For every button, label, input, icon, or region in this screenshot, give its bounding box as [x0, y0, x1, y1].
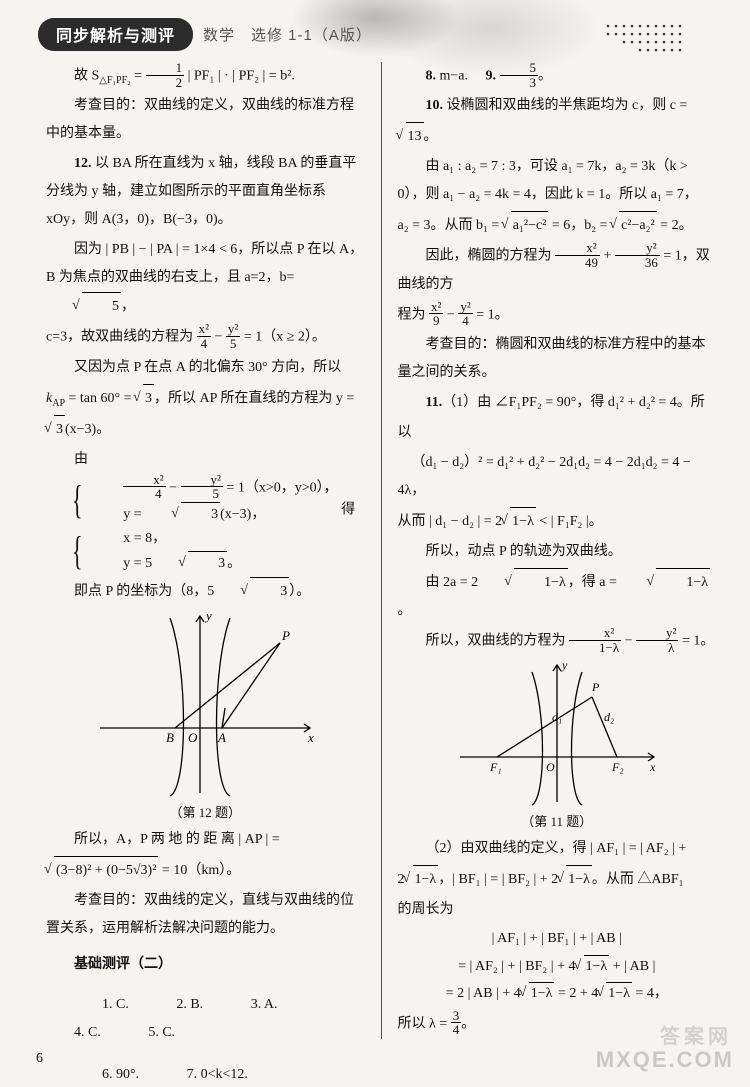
perimeter-2: = | AF₂ | + | BF₂ | + 41−λ + | AB |	[398, 955, 717, 978]
section-heading-basic-test-2: 基础测评（二）	[74, 949, 365, 977]
answers-row-2: 6. 90°. 7. 0<k<12.	[46, 1061, 365, 1087]
line-slope-ap2: 3(x−3)。	[46, 415, 365, 444]
right-track: 所以，动点 P 的轨迹为双曲线。	[398, 538, 717, 566]
columns: 故 S△F₁PF₂ = 12 | PF₁ | · | PF₂ | = b². 考…	[46, 62, 716, 1039]
left-column: 故 S△F₁PF₂ = 12 | PF₁ | · | PF₂ | = b². 考…	[46, 62, 381, 1039]
svg-text:y: y	[561, 658, 568, 672]
right-b1b2: a₂ = 3。从而 b₁ = a₁²−c² = 6，b₂ = c²−a₂² = …	[398, 211, 717, 240]
perimeter-1: | AF₁ | + | BF₁ | + | AB |	[398, 928, 717, 950]
right-a1a2-ratio: 由 a₁ : a₂ = 7 : 3，可设 a₁ = 7k，a₂ = 3k（k >…	[398, 153, 717, 209]
figure-12-plot: x y O A B P	[90, 608, 320, 798]
line-objective-1: 考查目的：双曲线的定义，双曲线的标准方程中的基本量。	[46, 92, 365, 148]
svg-text:P: P	[591, 680, 600, 694]
subject-text: 数学 选修 1-1（A版）	[203, 24, 372, 45]
line-objective-2: 考查目的：双曲线的定义，直线与双曲线的位置关系，运用解析法解决问题的能力。	[46, 887, 365, 943]
answers-row-1: 1. C. 2. B. 3. A. 4. C. 5. C.	[46, 991, 365, 1047]
figure-11-caption: （第 11 题）	[398, 809, 717, 835]
item-11-2b: 21−λ，| BF₁ | = | BF₂ | + 21−λ。从而 △ABF₁	[398, 865, 717, 894]
right-2a: 由 2a = 21−λ，得 a = 1−λ。	[398, 568, 717, 625]
svg-text:y: y	[204, 608, 212, 623]
perimeter-3: = 2 | AB | + 41−λ = 2 + 41−λ = 4，	[398, 982, 717, 1005]
svg-text:B: B	[166, 730, 174, 745]
page-number: 6	[36, 1051, 43, 1067]
right-column: 8. m−a. 9. 53。 10. 设椭圆和双曲线的半焦距均为 c，则 c =…	[381, 62, 717, 1039]
svg-text:x: x	[307, 730, 314, 745]
svg-text:O: O	[546, 760, 555, 774]
item-11-2c: 的周长为	[398, 896, 717, 924]
line-P-coord: 即点 P 的坐标为（8，53）。	[46, 577, 365, 606]
line-hyperbola-branch: 因为 | PB | − | PA | = 1×4 < 6，所以点 P 在以 A，…	[46, 236, 365, 321]
svg-text:d₂: d₂	[604, 710, 614, 724]
figure-12-caption: （第 12 题）	[46, 800, 365, 826]
item-10-b: 13。	[398, 122, 717, 151]
item-11-1: 11.（1）由 ∠F₁PF₂ = 90°，得 d₁² + d₂² = 4。所	[398, 389, 717, 417]
items-8-9: 8. m−a. 9. 53。	[398, 62, 717, 90]
right-mod-d: 从而 | d₁ − d₂ | = 21−λ < | F₁F₂ |。	[398, 507, 717, 536]
right-hyp-eqn-2: 所以，双曲线的方程为 x²1−λ − y²λ = 1。	[398, 627, 717, 655]
system-block: 由 { x²4 − y²5 = 1（x>0，y>0）， y = 3(x−3)，	[46, 446, 365, 576]
page-header: 同步解析与测评 数学 选修 1-1（A版）	[38, 14, 720, 54]
line-slope-ap: kAP = tan 60° = 3，所以 AP 所在直线的方程为 y =	[46, 384, 365, 413]
line-distance-AP: 所以，A，P 两 地 的 距 离 | AP | =	[46, 826, 365, 854]
right-objective: 考查目的：椭圆和双曲线的标准方程中的基本量之间的关系。	[398, 331, 717, 387]
dot-grid-deco	[602, 20, 692, 60]
item-10: 10. 设椭圆和双曲线的半焦距均为 c，则 c =	[398, 92, 717, 120]
right-hyperbola-eqn: 程为 x²9 − y²4 = 1。	[398, 301, 717, 329]
figure-11-plot: x y O F₁ F₂ P d₁ d₂	[452, 657, 662, 807]
right-expand: （d₁ − d₂）² = d₁² + d₂² − 2d₁d₂ = 4 − 2d₁…	[398, 449, 717, 505]
series-title-pill: 同步解析与测评	[38, 18, 193, 51]
svg-text:F₂: F₂	[611, 760, 624, 774]
line-direction-30: 又因为点 P 在点 A 的北偏东 30° 方向，所以	[46, 354, 365, 382]
svg-text:x: x	[649, 760, 656, 774]
right-ellipse-eqn: 因此，椭圆的方程为 x²49 + y²36 = 1，双曲线的方	[398, 242, 717, 298]
watermark: 答案网 MXQE.COM	[596, 1047, 734, 1073]
item-11-2: （2）由双曲线的定义，得 | AF₁ | = | AF₂ | +	[398, 835, 717, 863]
svg-text:O: O	[188, 730, 198, 745]
item-11-1b: 以	[398, 419, 717, 447]
line-distance-AP-2: (3−8)² + (0−5√3)² = 10（km）。	[46, 856, 365, 885]
line-area-formula: 故 S△F₁PF₂ = 12 | PF₁ | · | PF₂ | = b².	[46, 62, 365, 90]
page: 同步解析与测评 数学 选修 1-1（A版） 故 S△F₁PF₂ = 12 | P…	[0, 0, 750, 1087]
svg-text:P: P	[281, 628, 290, 643]
svg-text:d₁: d₁	[552, 710, 562, 724]
line-eqn-c3: c=3，故双曲线的方程为 x²4 − y²5 = 1（x ≥ 2）。	[46, 323, 365, 351]
svg-text:A: A	[217, 730, 226, 745]
svg-text:F₁: F₁	[489, 760, 502, 774]
item-12: 12. 以 BA 所在直线为 x 轴，线段 BA 的垂直平分线为 y 轴，建立如…	[46, 150, 365, 234]
